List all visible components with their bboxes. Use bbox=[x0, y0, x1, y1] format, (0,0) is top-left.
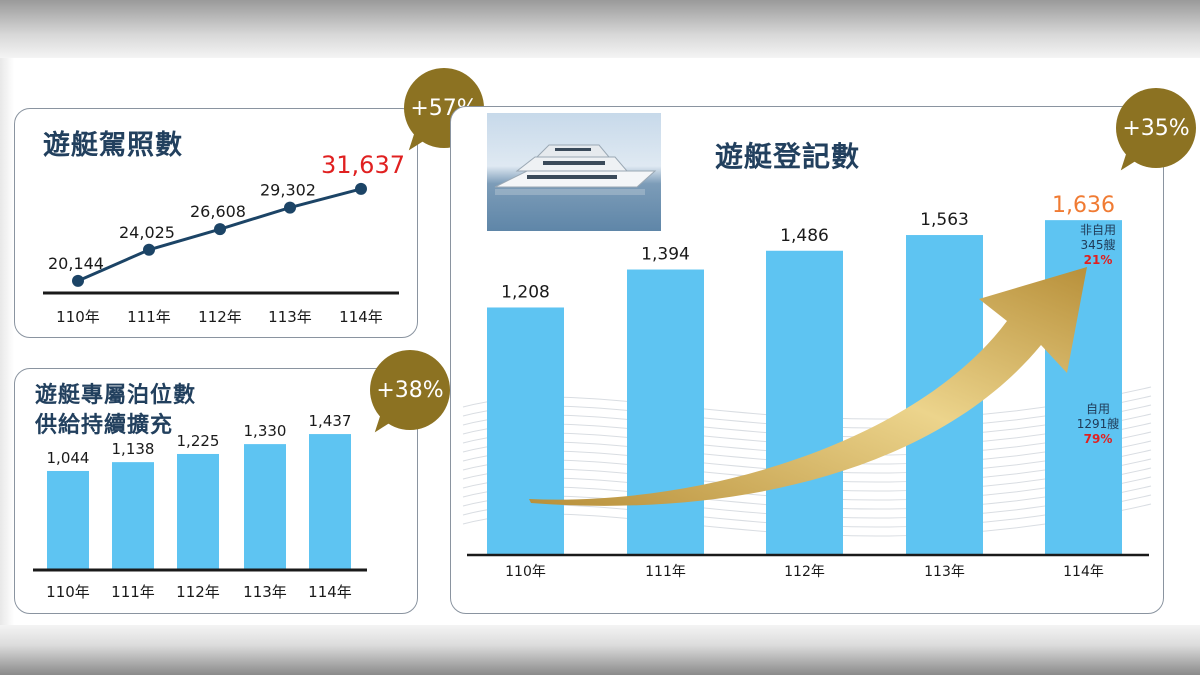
registration-value-label-2: 1,486 bbox=[780, 226, 829, 246]
berth-year-label-3: 113年 bbox=[243, 583, 287, 601]
registration-year-label-3: 113年 bbox=[924, 564, 965, 580]
registration-bar-2 bbox=[766, 250, 843, 554]
yacht-illustration bbox=[494, 144, 657, 195]
yacht-photo bbox=[487, 113, 661, 231]
berth-title-line2: 供給持續擴充 bbox=[35, 413, 174, 438]
license-point-1 bbox=[143, 243, 155, 256]
berth-bar-3 bbox=[244, 444, 286, 569]
berth-title-line1: 遊艇專屬泊位數 bbox=[35, 383, 197, 408]
registration-value-label-0: 1,208 bbox=[501, 282, 550, 302]
non-self-use-annotation: 非自用 345艘 21% bbox=[1057, 223, 1139, 268]
license-value-label-0: 20,144 bbox=[48, 254, 104, 273]
berth-value-label-4: 1,437 bbox=[309, 412, 352, 430]
license-chart-panel: 遊艇駕照數 20,144 110年 24,025 111年 26,608 112年 29,3… bbox=[14, 108, 418, 338]
license-year-label-1: 111年 bbox=[127, 308, 171, 326]
license-year-label-2: 112年 bbox=[198, 308, 242, 326]
top-background-band bbox=[0, 0, 1200, 58]
license-year-label-4: 114年 bbox=[339, 308, 383, 326]
non-self-use-percent: 21% bbox=[1083, 253, 1113, 267]
license-line-chart: 20,144 110年 24,025 111年 26,608 112年 29,302 113年… bbox=[43, 151, 405, 326]
registration-growth-badge: +35% bbox=[1116, 88, 1196, 168]
license-value-label-2: 26,608 bbox=[190, 202, 246, 221]
berth-value-label-0: 1,044 bbox=[47, 449, 90, 467]
registration-bar-1 bbox=[627, 269, 704, 554]
non-self-use-label: 非自用 bbox=[1079, 223, 1116, 237]
license-value-label-1: 24,025 bbox=[119, 223, 175, 242]
self-use-count: 1291艘 bbox=[1076, 417, 1120, 431]
registration-year-label-0: 110年 bbox=[505, 564, 546, 580]
license-year-label-0: 110年 bbox=[56, 308, 100, 326]
self-use-annotation: 自用 1291艘 79% bbox=[1057, 402, 1139, 447]
registration-chart-title: 遊艇登記數 bbox=[715, 140, 861, 173]
berth-chart-panel: 遊艇專屬泊位數 供給持續擴充 1,044 110年 1,138 111年 1,225 11… bbox=[14, 368, 418, 614]
license-value-label-3: 29,302 bbox=[260, 181, 316, 200]
berth-bar-chart: 1,044 110年 1,138 111年 1,225 112年 1,330 113年 1,43… bbox=[33, 412, 367, 601]
registration-value-label-4: 1,636 bbox=[1052, 193, 1115, 218]
self-use-percent: 79% bbox=[1083, 432, 1113, 446]
berth-bar-2 bbox=[177, 453, 219, 569]
berth-year-label-0: 110年 bbox=[46, 583, 90, 601]
license-year-label-3: 113年 bbox=[268, 308, 312, 326]
license-point-3 bbox=[284, 201, 296, 214]
license-chart-title: 遊艇駕照數 bbox=[43, 130, 183, 161]
berth-value-label-3: 1,330 bbox=[244, 422, 287, 440]
registration-year-label-4: 114年 bbox=[1063, 564, 1104, 580]
left-background-stripe bbox=[0, 58, 14, 625]
self-use-label: 自用 bbox=[1085, 402, 1110, 416]
non-self-use-count: 345艘 bbox=[1080, 238, 1116, 252]
registration-bar-0 bbox=[487, 307, 564, 554]
berth-year-label-1: 111年 bbox=[111, 583, 155, 601]
berth-value-label-1: 1,138 bbox=[112, 440, 155, 458]
berth-growth-badge: +38% bbox=[370, 350, 450, 430]
registration-year-label-2: 112年 bbox=[784, 564, 825, 580]
berth-bar-4 bbox=[309, 434, 351, 569]
berth-bar-1 bbox=[112, 462, 154, 569]
registration-value-label-3: 1,563 bbox=[920, 210, 969, 230]
berth-value-label-2: 1,225 bbox=[177, 432, 220, 450]
license-point-4 bbox=[355, 182, 367, 195]
berth-year-label-4: 114年 bbox=[308, 583, 352, 601]
license-point-2 bbox=[214, 223, 226, 236]
license-point-0 bbox=[72, 274, 84, 287]
license-value-label-4: 31,637 bbox=[321, 151, 405, 179]
berth-bar-0 bbox=[47, 470, 89, 569]
bottom-background-band bbox=[0, 625, 1200, 675]
growth-arrow bbox=[529, 267, 1087, 506]
registration-year-label-1: 111年 bbox=[645, 564, 686, 580]
registration-bar-chart: 1,208 110年 1,394 111年 1,486 112年 1,563 113年 1,63… bbox=[462, 193, 1152, 580]
berth-year-label-2: 112年 bbox=[176, 583, 220, 601]
berth-chart-title: 遊艇專屬泊位數 供給持續擴充 bbox=[35, 381, 196, 441]
registration-value-label-1: 1,394 bbox=[641, 245, 690, 265]
